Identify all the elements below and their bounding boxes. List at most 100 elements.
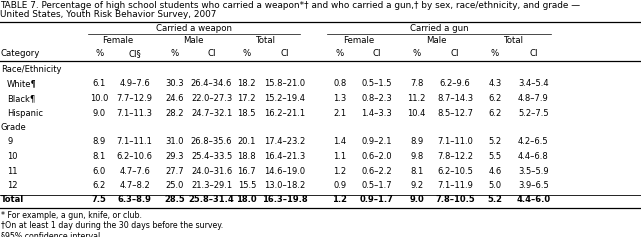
Text: 0.5–1.7: 0.5–1.7 [362,181,392,190]
Text: 0.6–2.2: 0.6–2.2 [362,167,392,176]
Text: 6.2–10.5: 6.2–10.5 [437,167,473,176]
Text: 9.0: 9.0 [409,196,424,205]
Text: 0.5–1.5: 0.5–1.5 [362,79,392,88]
Text: 4.4–6.0: 4.4–6.0 [516,196,551,205]
Text: Total: Total [256,36,276,45]
Text: White¶: White¶ [7,79,37,88]
Text: Black¶: Black¶ [7,94,35,103]
Text: 18.2: 18.2 [238,79,256,88]
Text: 7.8: 7.8 [410,79,423,88]
Text: 31.0: 31.0 [165,137,183,146]
Text: 7.8–10.5: 7.8–10.5 [435,196,475,205]
Text: 7.1–11.1: 7.1–11.1 [117,137,153,146]
Text: 16.7: 16.7 [237,167,256,176]
Text: 18.8: 18.8 [237,152,256,161]
Text: †On at least 1 day during the 30 days before the survey.: †On at least 1 day during the 30 days be… [1,221,223,230]
Text: Carried a gun: Carried a gun [410,24,469,33]
Text: CI: CI [451,49,460,58]
Text: %: % [491,49,499,58]
Text: CI§: CI§ [128,49,141,58]
Text: Total: Total [504,36,524,45]
Text: 17.4–23.2: 17.4–23.2 [264,137,305,146]
Text: 25.0: 25.0 [165,181,183,190]
Text: 15.5: 15.5 [238,181,256,190]
Text: 9.0: 9.0 [93,109,106,118]
Text: 7.8–12.2: 7.8–12.2 [437,152,473,161]
Text: 4.3: 4.3 [488,79,501,88]
Text: 6.2: 6.2 [93,181,106,190]
Text: Total: Total [1,196,24,205]
Text: 28.2: 28.2 [165,109,183,118]
Text: 28.5: 28.5 [164,196,185,205]
Text: CI: CI [280,49,289,58]
Text: 6.2: 6.2 [488,94,501,103]
Text: 3.4–5.4: 3.4–5.4 [518,79,549,88]
Text: 10.4: 10.4 [408,109,426,118]
Text: 0.6–2.0: 0.6–2.0 [362,152,392,161]
Text: Hispanic: Hispanic [7,109,43,118]
Text: 5.0: 5.0 [488,181,501,190]
Text: 10.0: 10.0 [90,94,108,103]
Text: 22.0–27.3: 22.0–27.3 [191,94,232,103]
Text: 9.8: 9.8 [410,152,423,161]
Text: 17.2: 17.2 [238,94,256,103]
Text: 6.0: 6.0 [93,167,106,176]
Text: %: % [171,49,178,58]
Text: CI: CI [372,49,381,58]
Text: Male: Male [426,36,446,45]
Text: %: % [96,49,103,58]
Text: 11: 11 [7,167,17,176]
Text: 1.4–3.3: 1.4–3.3 [362,109,392,118]
Text: Male: Male [183,36,204,45]
Text: 4.9–7.6: 4.9–7.6 [119,79,150,88]
Text: 1.1: 1.1 [333,152,346,161]
Text: CI: CI [207,49,216,58]
Text: 6.1: 6.1 [93,79,106,88]
Text: 6.2: 6.2 [488,109,501,118]
Text: 15.8–21.0: 15.8–21.0 [264,79,305,88]
Text: * For example, a gun, knife, or club.: * For example, a gun, knife, or club. [1,211,142,220]
Text: 4.2–6.5: 4.2–6.5 [518,137,549,146]
Text: TABLE 7. Percentage of high school students who carried a weapon*† and who carri: TABLE 7. Percentage of high school stude… [0,1,580,10]
Text: 15.2–19.4: 15.2–19.4 [264,94,305,103]
Text: 6.2–9.6: 6.2–9.6 [440,79,470,88]
Text: 24.7–32.1: 24.7–32.1 [191,109,232,118]
Text: 4.7–8.2: 4.7–8.2 [119,181,150,190]
Text: 8.9: 8.9 [93,137,106,146]
Text: 3.5–5.9: 3.5–5.9 [518,167,549,176]
Text: 7.1–11.3: 7.1–11.3 [117,109,153,118]
Text: 8.1: 8.1 [410,167,423,176]
Text: 10: 10 [7,152,17,161]
Text: 5.5: 5.5 [488,152,501,161]
Text: 8.1: 8.1 [93,152,106,161]
Text: 11.2: 11.2 [408,94,426,103]
Text: 29.3: 29.3 [165,152,183,161]
Text: 1.3: 1.3 [333,94,346,103]
Text: 0.8–2.3: 0.8–2.3 [362,94,392,103]
Text: 9.2: 9.2 [410,181,423,190]
Text: 5.2: 5.2 [488,137,501,146]
Text: 16.4–21.3: 16.4–21.3 [264,152,305,161]
Text: 4.4–6.8: 4.4–6.8 [518,152,549,161]
Text: 16.3–19.8: 16.3–19.8 [262,196,308,205]
Text: 5.2–7.5: 5.2–7.5 [518,109,549,118]
Text: 4.6: 4.6 [488,167,501,176]
Text: 2.1: 2.1 [333,109,346,118]
Text: %: % [413,49,420,58]
Text: 21.3–29.1: 21.3–29.1 [191,181,232,190]
Text: 27.7: 27.7 [165,167,184,176]
Text: Female: Female [343,36,374,45]
Text: 3.9–6.5: 3.9–6.5 [518,181,549,190]
Text: 7.5: 7.5 [92,196,107,205]
Text: 30.3: 30.3 [165,79,184,88]
Text: 4.8–7.9: 4.8–7.9 [518,94,549,103]
Text: 9: 9 [7,137,12,146]
Text: United States, Youth Risk Behavior Survey, 2007: United States, Youth Risk Behavior Surve… [0,10,217,19]
Text: 4.7–7.6: 4.7–7.6 [119,167,150,176]
Text: 1.2: 1.2 [332,196,347,205]
Text: 7.7–12.9: 7.7–12.9 [117,94,153,103]
Text: 20.1: 20.1 [238,137,256,146]
Text: 0.9–2.1: 0.9–2.1 [362,137,392,146]
Text: 0.9–1.7: 0.9–1.7 [360,196,394,205]
Text: %: % [336,49,344,58]
